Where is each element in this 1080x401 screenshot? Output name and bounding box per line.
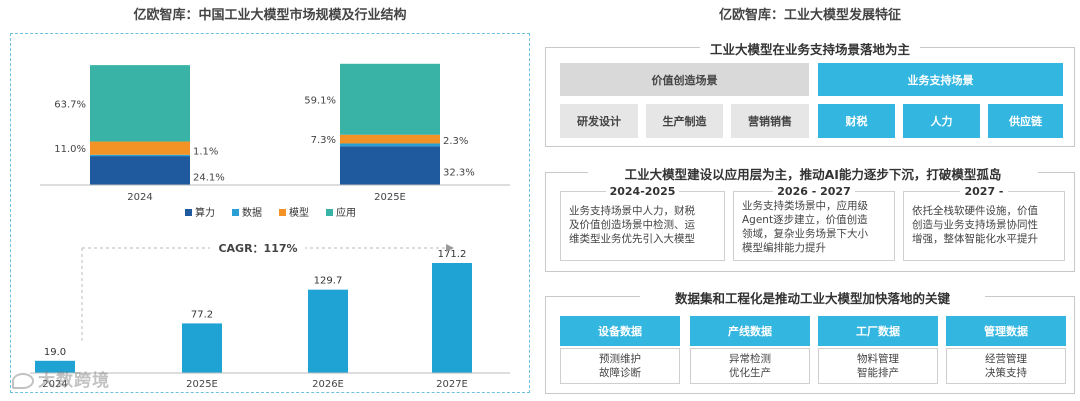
stack-category-2025E: 2025E: [374, 192, 406, 203]
legend-label-2: 模型: [289, 206, 309, 219]
stack-label-2025E-2: 7.3%: [311, 135, 336, 146]
cagr-label: CAGR：117%: [218, 242, 297, 255]
market-bar-2024: [35, 360, 75, 373]
stack-segment-2025E-0: [340, 146, 440, 185]
legend-swatch-2: [279, 209, 286, 216]
feature-head-management: 管理数据: [946, 316, 1066, 346]
stage-period-3: 2027 -: [960, 185, 1008, 198]
stage-text-1c: 维类型业务优先引入大模型: [569, 233, 695, 245]
stage-card-1: 2024-2025 业务支持场景中人力，财税 及价值创造场景中检测、运 维类型业…: [560, 185, 725, 261]
scenario-item-production: 生产制造: [646, 104, 723, 138]
stack-segment-2024-3: [90, 65, 190, 142]
market-category-2024: 2024: [42, 379, 67, 390]
watermark-text: 大数跨境: [38, 371, 110, 391]
business-support-header: 业务支持场景: [818, 63, 1063, 96]
scenario-item-hr: 人力: [903, 104, 980, 138]
stack-label-2025E-1: 2.3%: [443, 136, 468, 147]
scenario-item-rd: 研发设计: [560, 104, 638, 138]
feature-text-factory-1: 物料管理: [857, 353, 899, 365]
cagr-label-bg: [210, 239, 305, 255]
stack-label-2025E-0: 32.3%: [443, 168, 475, 179]
market-value-2024: 19.0: [44, 347, 66, 358]
stack-segment-2024-2: [90, 141, 190, 155]
stage-text-3c: 增强，整体智能化水平提升: [912, 233, 1038, 245]
legend-swatch-3: [326, 209, 333, 216]
stack-segment-2025E-1: [340, 143, 440, 147]
stack-segment-2025E-3: [340, 63, 440, 135]
scenario-item-finance: 财税: [818, 104, 895, 138]
stack-label-2024-0: 24.1%: [193, 173, 225, 184]
feature-body-management: 经营管理 决策支持: [946, 348, 1066, 384]
legend-label-3: 应用: [336, 206, 356, 219]
feature-body-line: 异常检测 优化生产: [690, 348, 810, 384]
stack-label-2025E-3: 59.1%: [304, 95, 336, 106]
stack-label-2024-1: 1.1%: [193, 146, 218, 157]
stage-card-3: 2027 - 依托全栈软硬件设施，价值 创造与业务支持场景协同性 增强，整体智能…: [903, 185, 1065, 261]
legend-swatch-0: [185, 209, 192, 216]
stage-text-2d: 模型编排能力提升: [742, 242, 826, 254]
feature-text-line-1: 异常检测: [729, 353, 771, 365]
scenario-item-supply-chain: 供应链: [988, 104, 1063, 138]
market-bar-2025E: [182, 323, 222, 373]
stage-text-1a: 业务支持场景中人力，财税: [569, 205, 695, 217]
feature-body-factory: 物料管理 智能排产: [818, 348, 938, 384]
market-value-2025E: 77.2: [191, 309, 213, 320]
right-title: 亿欧智库：工业大模型发展特征: [718, 8, 901, 23]
feature-text-management-1: 经营管理: [985, 353, 1027, 365]
scenario-title: 工业大模型在业务支持场景落地为主: [700, 39, 920, 58]
feature-head-factory: 工厂数据: [818, 316, 938, 346]
stack-segment-2025E-2: [340, 134, 440, 144]
stack-segment-2024-1: [90, 154, 190, 157]
feature-text-equipment-2: 故障诊断: [599, 367, 641, 379]
stack-segment-2024-0: [90, 156, 190, 185]
market-category-2027E: 2027E: [436, 379, 468, 390]
stack-label-2024-3: 63.7%: [54, 99, 86, 110]
watermark: 大数跨境: [12, 366, 110, 391]
market-charts: 24.1% 1.1% 11.0% 63.7% 2024 32.3% 2.3% 7.3% 59.1…: [30, 63, 510, 390]
stage-text-3a: 依托全栈软硬件设施，价值: [912, 205, 1038, 217]
stage-period-2: 2026 - 2027: [773, 185, 855, 198]
market-value-2026E: 129.7: [314, 276, 343, 287]
legend-label-0: 算力: [195, 206, 215, 219]
development-title: 工业大模型建设以应用层为主，推动AI能力逐步下沉，打破模型孤岛: [588, 164, 1038, 183]
feature-body-equipment: 预测维护 故障诊断: [560, 348, 680, 384]
value-creation-header: 价值创造场景: [560, 63, 809, 96]
chart-frame: [10, 33, 530, 393]
stage-text-2c: 领域，复杂业务场景下大小: [742, 228, 868, 240]
stack-category-2024: 2024: [127, 192, 152, 203]
market-category-2025E: 2025E: [186, 379, 218, 390]
feature-head-equipment: 设备数据: [560, 316, 680, 346]
stack-label-2024-2: 11.0%: [54, 144, 86, 155]
feature-text-management-2: 决策支持: [985, 367, 1027, 379]
feature-text-line-2: 优化生产: [729, 367, 771, 379]
stage-text-2b: Agent逐步建立，价值创造: [742, 214, 868, 226]
market-value-2027E: 171.2: [438, 249, 467, 260]
market-bar-2027E: [432, 263, 472, 373]
data-engineering-title: 数据集和工程化是推动工业大模型加快落地的关键: [640, 288, 985, 307]
feature-text-equipment-1: 预测维护: [599, 353, 641, 365]
legend-swatch-1: [232, 209, 239, 216]
stage-card-2: 2026 - 2027 业务支持类场景中，应用级 Agent逐步建立，价值创造 …: [733, 185, 895, 261]
stage-text-1b: 及价值创造场景中检测、运: [569, 219, 695, 231]
scenario-item-marketing: 营销销售: [731, 104, 809, 138]
watermark-logo-icon: [12, 373, 34, 389]
left-title: 亿欧智库：中国工业大模型市场规模及行业结构: [133, 8, 407, 23]
market-category-2026E: 2026E: [312, 379, 344, 390]
feature-head-line: 产线数据: [690, 316, 810, 346]
legend-label-1: 数据: [242, 206, 262, 219]
cagr-arrow-icon: [446, 244, 454, 252]
feature-text-factory-2: 智能排产: [857, 367, 899, 379]
stage-text-2a: 业务支持类场景中，应用级: [742, 200, 868, 212]
stage-period-1: 2024-2025: [605, 185, 680, 198]
stage-text-3b: 创造与业务支持场景协同性: [912, 219, 1038, 231]
market-bar-2026E: [308, 289, 348, 373]
